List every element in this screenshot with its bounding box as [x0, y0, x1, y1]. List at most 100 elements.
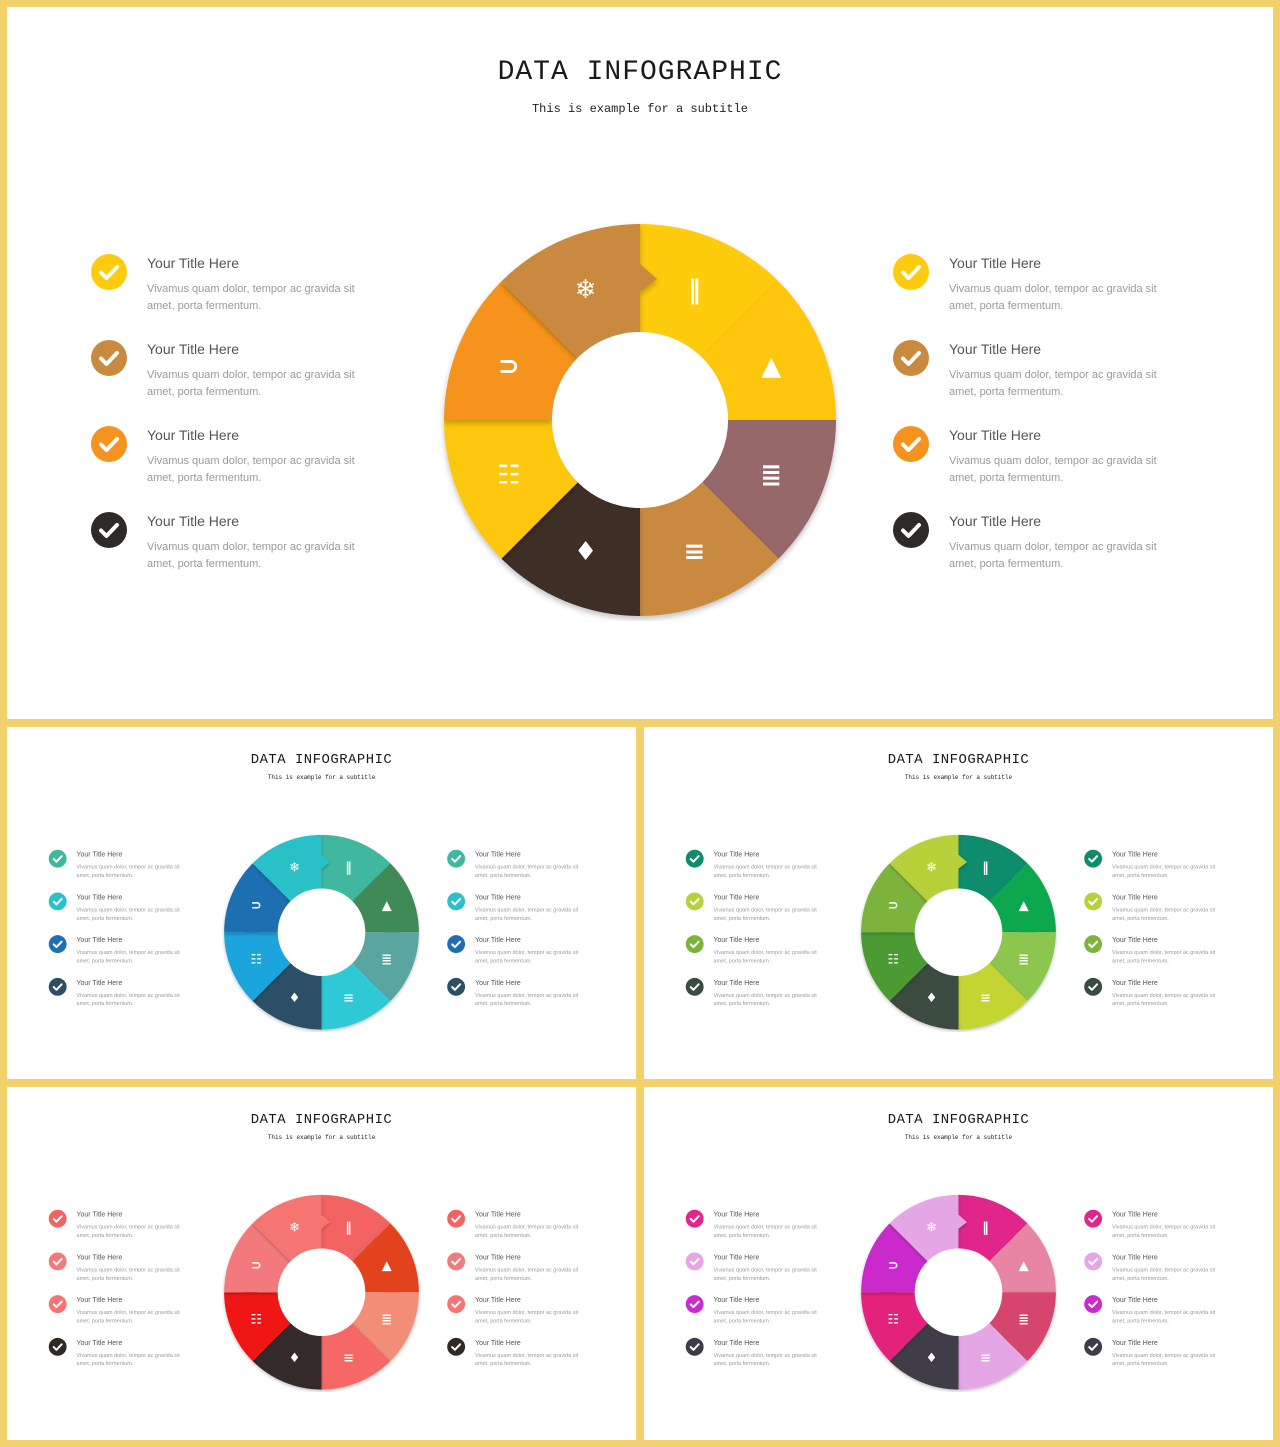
ring-segment [950, 963, 1028, 1030]
ring-segment [950, 1323, 1028, 1390]
check-icon [1084, 935, 1103, 954]
list-item: Your Title Here Vivamus quam dolor, temp… [447, 1334, 596, 1377]
item-description: Vivamus quam dolor, tempor ac gravida si… [147, 455, 355, 484]
item-description: Vivamus quam dolor, tempor ac gravida si… [1112, 949, 1216, 964]
ring-segment [623, 482, 779, 616]
list-item: Your Title Here Vivamus quam dolor, temp… [91, 419, 391, 505]
check-icon [48, 1295, 67, 1314]
list-item: Your Title Here Vivamus quam dolor, temp… [893, 505, 1193, 591]
item-description: Vivamus quam dolor, tempor ac gravida si… [1112, 906, 1216, 922]
check-icon [48, 1252, 67, 1271]
check-icon [48, 1209, 67, 1228]
gift-icon: ☷ [888, 953, 900, 968]
check-icon [48, 849, 67, 868]
list-item: Your Title Here Vivamus quam dolor, temp… [685, 1206, 835, 1249]
traffic-cone-icon: ▲ [1019, 899, 1029, 914]
list-item: Your Title Here Vivamus quam dolor, temp… [447, 932, 596, 975]
ring-center [914, 1248, 1003, 1336]
list-item: Your Title Here Vivamus quam dolor, temp… [893, 333, 1193, 419]
item-title: Your Title Here [147, 513, 240, 529]
list-item: Your Title Here Vivamus quam dolor, temp… [91, 505, 391, 591]
left-list: Your Title Here Vivamus quam dolor, temp… [685, 846, 835, 1017]
list-item: Your Title Here Vivamus quam dolor, temp… [1084, 974, 1233, 1017]
item-description: Vivamus quam dolor, tempor ac gravida si… [949, 455, 1157, 484]
item-title: Your Title Here [76, 935, 123, 944]
item-title: Your Title Here [76, 1295, 123, 1304]
item-description: Vivamus quam dolor, tempor ac gravida si… [1112, 1352, 1216, 1367]
ring-segment [313, 963, 391, 1030]
magnet-icon: ⊃ [251, 899, 262, 914]
list-item: Your Title Here Vivamus quam dolor, temp… [48, 974, 198, 1017]
ring-center [277, 1248, 366, 1336]
slide-subtitle: This is example for a subtitle [531, 102, 749, 116]
item-title: Your Title Here [713, 1338, 760, 1347]
check-icon [685, 1295, 704, 1314]
list-item: Your Title Here Vivamus quam dolor, temp… [685, 1292, 835, 1335]
item-title: Your Title Here [76, 978, 123, 987]
layers-icon: ≡ [343, 1351, 354, 1366]
ring-center [914, 888, 1003, 976]
database-icon: ≣ [1018, 953, 1029, 968]
ring-diagram: ‖ ▲ ≣ ≡ ♦ ☷ ⊃ ❄ [224, 834, 419, 1030]
item-description: Vivamus quam dolor, tempor ac gravida si… [713, 1309, 817, 1324]
right-list: Your Title Here Vivamus quam dolor, temp… [1084, 846, 1233, 1017]
snowflake-icon: ❄ [289, 1220, 300, 1235]
check-icon [48, 935, 67, 954]
check-icon [447, 1209, 466, 1228]
item-description: Vivamus quam dolor, tempor ac gravida si… [76, 992, 180, 1007]
item-title: Your Title Here [949, 255, 1042, 271]
film-icon: ‖ [982, 860, 988, 875]
ring-diagram: ‖ ▲ ≣ ≡ ♦ ☷ ⊃ ❄ [861, 834, 1056, 1030]
list-item: Your Title Here Vivamus quam dolor, temp… [48, 1292, 198, 1335]
list-item: Your Title Here Vivamus quam dolor, temp… [91, 333, 391, 419]
check-icon [685, 892, 704, 911]
database-icon: ≣ [760, 460, 782, 490]
ring-segment [313, 1323, 391, 1390]
item-title: Your Title Here [76, 892, 123, 901]
flame-icon: ♦ [574, 537, 597, 567]
list-item: Your Title Here Vivamus quam dolor, temp… [48, 889, 198, 932]
item-title: Your Title Here [713, 978, 760, 987]
slide-subtitle: This is example for a subtitle [267, 774, 376, 782]
check-icon [91, 512, 127, 548]
item-description: Vivamus quam dolor, tempor ac gravida si… [713, 949, 817, 964]
list-item: Your Title Here Vivamus quam dolor, temp… [447, 1249, 596, 1292]
check-icon [1084, 1209, 1103, 1228]
list-item: Your Title Here Vivamus quam dolor, temp… [1084, 932, 1233, 975]
item-title: Your Title Here [1112, 978, 1158, 987]
item-description: Vivamus quam dolor, tempor ac gravida si… [1112, 1309, 1216, 1324]
list-item: Your Title Here Vivamus quam dolor, temp… [447, 889, 596, 932]
slide-title: DATA INFOGRAPHIC [250, 751, 393, 768]
check-icon [91, 426, 127, 462]
item-description: Vivamus quam dolor, tempor ac gravida si… [713, 1266, 817, 1282]
layers-icon: ≡ [980, 991, 991, 1006]
check-icon [91, 340, 127, 376]
item-description: Vivamus quam dolor, tempor ac gravida si… [76, 949, 180, 964]
ring-segment [861, 923, 928, 1002]
ring-segment [861, 1283, 928, 1362]
item-description: Vivamus quam dolor, tempor ac gravida si… [76, 1309, 180, 1324]
list-item: Your Title Here Vivamus quam dolor, temp… [447, 846, 596, 889]
item-title: Your Title Here [147, 427, 240, 443]
traffic-cone-icon: ▲ [1019, 1259, 1029, 1274]
snowflake-icon: ❄ [575, 275, 597, 305]
item-description: Vivamus quam dolor, tempor ac gravida si… [475, 1309, 579, 1324]
item-title: Your Title Here [713, 935, 760, 944]
check-icon [1084, 1252, 1103, 1271]
gift-icon: ☷ [251, 1313, 263, 1328]
list-item: Your Title Here Vivamus quam dolor, temp… [1084, 1206, 1233, 1249]
check-icon [91, 254, 127, 290]
item-description: Vivamus quam dolor, tempor ac gravida si… [949, 541, 1157, 570]
right-list: Your Title Here Vivamus quam dolor, temp… [893, 247, 1193, 591]
ring-segment [224, 923, 291, 1002]
ring-segment [702, 281, 836, 437]
item-title: Your Title Here [1112, 892, 1158, 901]
list-item: Your Title Here Vivamus quam dolor, temp… [48, 932, 198, 975]
left-list: Your Title Here Vivamus quam dolor, temp… [48, 1206, 198, 1377]
check-icon [1084, 849, 1103, 868]
gift-icon: ☷ [497, 460, 520, 490]
list-item: Your Title Here Vivamus quam dolor, temp… [685, 889, 835, 932]
item-title: Your Title Here [147, 255, 240, 271]
magnet-icon: ⊃ [888, 1259, 899, 1274]
list-item: Your Title Here Vivamus quam dolor, temp… [1084, 1249, 1233, 1292]
